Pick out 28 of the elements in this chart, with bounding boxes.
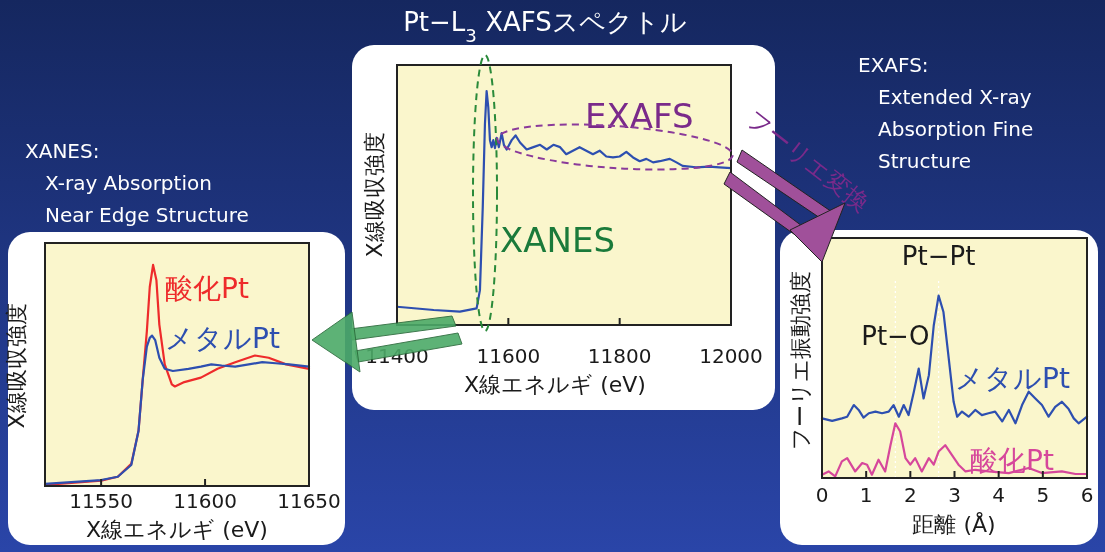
x-tick-label: 11550 bbox=[69, 489, 133, 513]
x-axis-title: X線エネルギ (eV) bbox=[86, 517, 268, 542]
x-axis-title: 距離 (Å) bbox=[912, 511, 996, 537]
x-tick-label: 11600 bbox=[173, 489, 237, 513]
chart-title: Pt−L$_{3}$ XAFSスペクトル bbox=[403, 7, 687, 46]
x-tick-label: 12000 bbox=[699, 344, 763, 368]
x-axis-title: X線エネルギ (eV) bbox=[464, 372, 646, 397]
x-tick-label: 3 bbox=[948, 483, 961, 507]
series-label: メタルPt bbox=[955, 362, 1070, 395]
series-label: メタルPt bbox=[165, 322, 280, 355]
x-tick-label: 11600 bbox=[476, 344, 541, 368]
y-axis-title: フーリエ振動強度 bbox=[788, 270, 813, 450]
annotation: XANES bbox=[500, 220, 616, 260]
y-axis-title: X線吸収強度 bbox=[362, 132, 387, 258]
x-tick-label: 2 bbox=[903, 483, 917, 507]
x-tick-label: 11800 bbox=[587, 344, 652, 368]
ref-line-label: Pt−Pt bbox=[901, 241, 976, 271]
x-tick-label: 11650 bbox=[277, 489, 341, 513]
x-tick-label: 4 bbox=[992, 483, 1006, 507]
x-tick-label: 6 bbox=[1080, 483, 1094, 507]
text: XANES: X-ray Absorption Near Edge Structure bbox=[25, 139, 249, 227]
ref-line-label: Pt−O bbox=[861, 321, 930, 351]
x-tick-label: 1 bbox=[859, 483, 873, 507]
series-label: 酸化Pt bbox=[165, 272, 249, 305]
x-tick-label: 5 bbox=[1036, 483, 1050, 507]
x-tick-label: 0 bbox=[815, 483, 829, 507]
annotation: EXAFS bbox=[585, 96, 694, 136]
y-axis-title: X線吸収強度 bbox=[4, 303, 29, 429]
